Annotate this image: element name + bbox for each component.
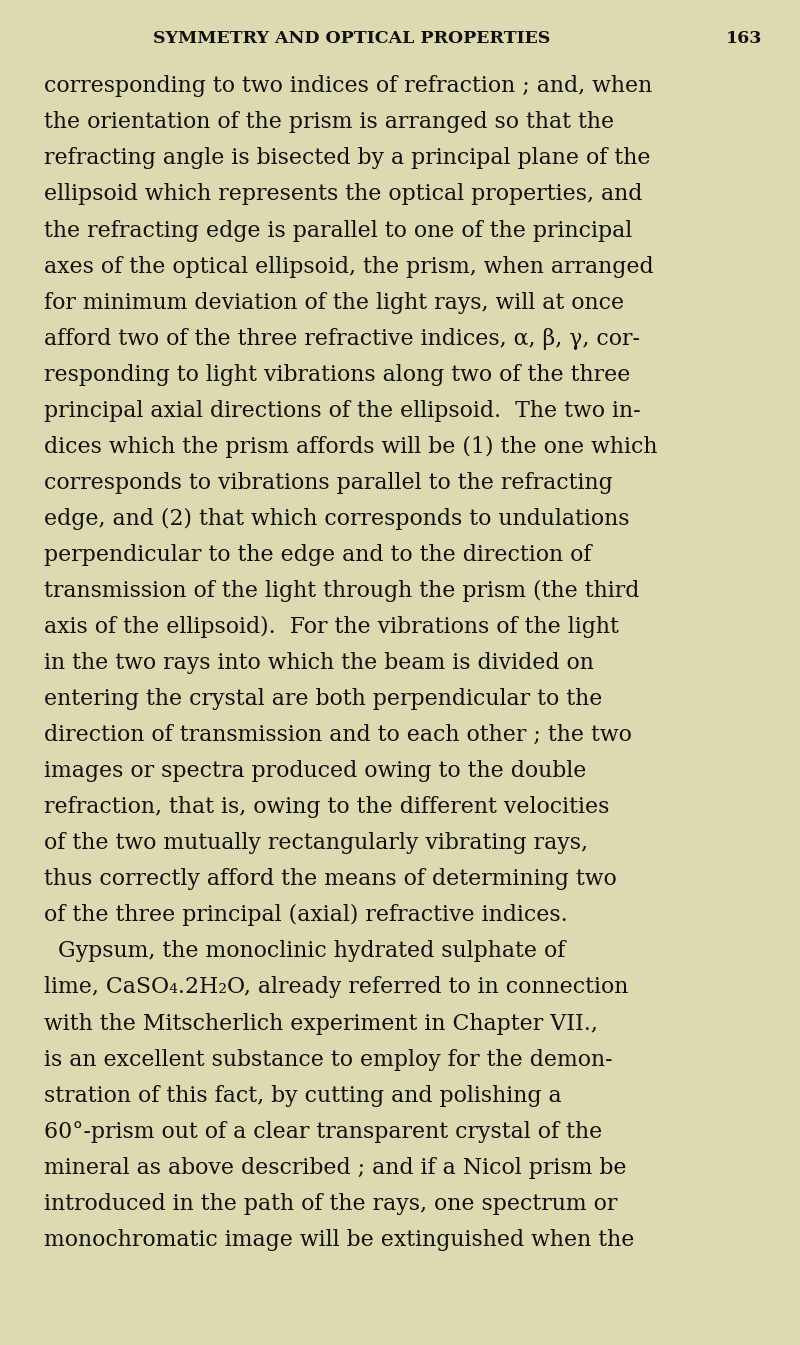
Text: transmission of the light through the prism (the third: transmission of the light through the pr… [44,580,639,603]
Text: ellipsoid which represents the optical properties, and: ellipsoid which represents the optical p… [44,183,642,206]
Text: dices which the prism affords will be (1) the one which: dices which the prism affords will be (1… [44,436,658,457]
Text: introduced ​in the path of the rays, one spectrum or: introduced ​in the path of the rays, one… [44,1193,618,1215]
Text: afford two of the three refractive indices, α, β, γ, cor-: afford two of the three refractive indic… [44,328,640,350]
Text: the refracting edge is parallel to one of the principal: the refracting edge is parallel to one o… [44,219,632,242]
Text: stration of this fact, by cutting and polishing a: stration of this fact, by cutting and po… [44,1084,562,1107]
Text: SYMMETRY AND OPTICAL PROPERTIES: SYMMETRY AND OPTICAL PROPERTIES [154,30,550,47]
Text: the orientation of the prism is arranged so that the: the orientation of the prism is arranged… [44,112,614,133]
Text: refraction, that is, owing to the different velocities: refraction, that is, owing to the differ… [44,796,610,818]
Text: edge, and (2) that which corresponds to undulations: edge, and (2) that which corresponds to … [44,508,630,530]
Text: Gypsum, the monoclinic hydrated sulphate of: Gypsum, the monoclinic hydrated sulphate… [44,940,566,963]
Text: axis of the ellipsoid).  For the vibrations of the light: axis of the ellipsoid). For the vibratio… [44,616,619,638]
Text: for minimum deviation of the light rays, will at once: for minimum deviation of the light rays,… [44,292,624,313]
Text: with the Mitscherlich experiment in Chapter VII.,: with the Mitscherlich experiment in Chap… [44,1013,598,1034]
Text: of the three principal (axial) refractive indices.: of the three principal (axial) refractiv… [44,904,568,927]
Text: 60°-prism out of a clear transparent crystal of the: 60°-prism out of a clear transparent cry… [44,1120,602,1143]
Text: lime, CaSO₄.2H₂O, already referred to in connection: lime, CaSO₄.2H₂O, already referred to in… [44,976,628,998]
Text: direction of transmission and to each other ; the two: direction of transmission and to each ot… [44,724,632,746]
Text: 163: 163 [726,30,762,47]
Text: corresponds to vibrations parallel to the refracting: corresponds to vibrations parallel to th… [44,472,613,494]
Text: monochromatic image will be extinguished when the: monochromatic image will be extinguished… [44,1229,634,1251]
Text: corresponding to two indices of refraction ; and, when: corresponding to two indices of refracti… [44,75,652,97]
Text: entering the crystal are both perpendicular to the: entering the crystal are both perpendicu… [44,689,602,710]
Text: responding to light vibrations along two of the three: responding to light vibrations along two… [44,363,630,386]
Text: thus correctly afford the means of determining two: thus correctly afford the means of deter… [44,869,617,890]
Text: principal axial directions of the ellipsoid.  The two in-: principal axial directions of the ellips… [44,399,641,422]
Text: perpendicular to the edge and to the direction of: perpendicular to the edge and to the dir… [44,543,591,566]
Text: axes of the optical ellipsoid, the prism, when arranged: axes of the optical ellipsoid, the prism… [44,256,654,277]
Text: in the two rays into which the beam is divided on: in the two rays into which the beam is d… [44,652,594,674]
Text: images or spectra produced owing to the double: images or spectra produced owing to the … [44,760,586,783]
Text: is an excellent substance to employ for the demon-: is an excellent substance to employ for … [44,1049,613,1071]
Text: mineral as above described ; and if a Nicol prism be: mineral as above described ; and if a Ni… [44,1157,626,1178]
Text: refracting angle is bisected by a principal plane of the: refracting angle is bisected by a princi… [44,148,650,169]
Text: of the two mutually rectangularly vibrating rays,: of the two mutually rectangularly vibrat… [44,833,588,854]
